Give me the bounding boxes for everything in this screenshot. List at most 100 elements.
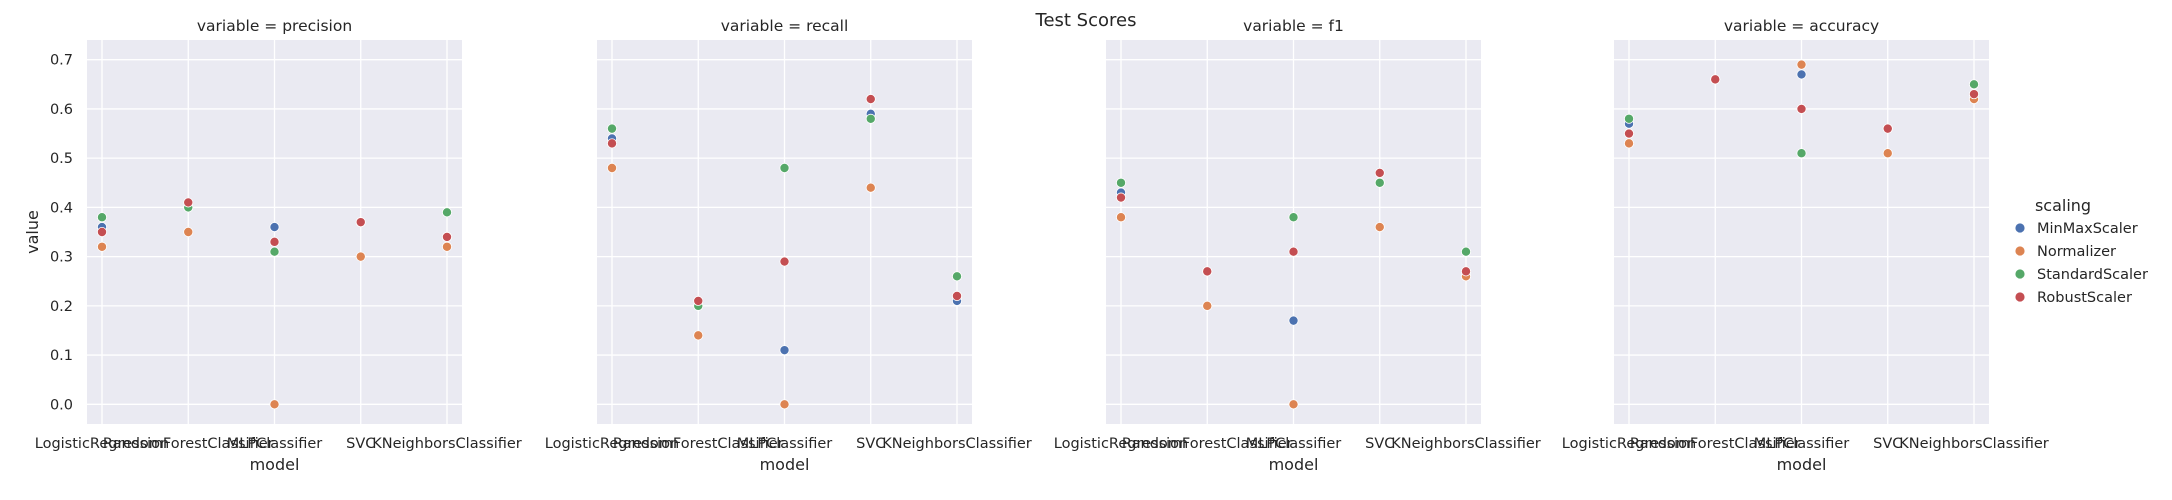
data-point	[97, 241, 108, 252]
y-tick-label: 0.0	[50, 397, 73, 413]
y-tick-label: 0.1	[50, 348, 73, 364]
y-tick-label: 0.3	[50, 250, 73, 266]
data-point	[269, 399, 280, 410]
x-tick-label: LogisticRegression	[1562, 436, 1696, 452]
data-point	[269, 236, 280, 247]
data-point	[1624, 128, 1635, 139]
data-point	[1882, 123, 1893, 134]
y-tick-label: 0.4	[50, 200, 73, 216]
facet-panel-1: 0.0 0.1 0.2 0.3 0.4 0.5 0.6 0.7 LogisticRegressi…	[35, 17, 522, 474]
y-axis-label: value	[23, 210, 42, 254]
figure-suptitle: Test Scores	[1035, 10, 1137, 31]
legend-marker	[2014, 245, 2026, 257]
x-tick-label: MLPClassifier	[1246, 436, 1342, 452]
panel-title: variable = f1	[1243, 17, 1344, 35]
data-point	[1796, 69, 1807, 80]
data-point	[779, 399, 790, 410]
data-point	[1882, 148, 1893, 159]
legend-label: StandardScaler	[2037, 267, 2148, 283]
x-tick-label: SVC	[856, 436, 885, 452]
data-point	[1202, 266, 1213, 277]
panels: 0.0 0.1 0.2 0.3 0.4 0.5 0.6 0.7 LogisticRegressi…	[23, 17, 2049, 474]
data-point	[1288, 212, 1299, 223]
data-point	[607, 123, 618, 134]
data-point	[1116, 192, 1127, 203]
x-tick-label: MLPClassifier	[227, 436, 323, 452]
legend-item: MinMaxScaler	[2014, 221, 2138, 237]
y-tick-label: 0.5	[50, 151, 73, 167]
data-point	[1624, 113, 1635, 124]
data-point	[97, 226, 108, 237]
x-axis-label: model	[250, 455, 300, 474]
legend-marker	[2014, 291, 2026, 303]
data-point	[865, 182, 876, 193]
x-tick-label: LogisticRegression	[1054, 436, 1188, 452]
x-axis-label: model	[1269, 455, 1319, 474]
legend-item: RobustScaler	[2014, 290, 2132, 306]
data-point	[1202, 300, 1213, 311]
legend-item: Normalizer	[2014, 244, 2116, 260]
data-point	[441, 231, 452, 242]
y-tick-label: 0.6	[50, 102, 73, 118]
data-point	[607, 162, 618, 173]
data-point	[1461, 266, 1472, 277]
facet-panel-4: LogisticRegressionRandomForestClassifier…	[1562, 17, 2049, 474]
data-point	[269, 222, 280, 233]
data-point	[269, 246, 280, 257]
x-tick-label: KNeighborsClassifier	[372, 436, 522, 452]
data-point	[779, 162, 790, 173]
data-point	[865, 113, 876, 124]
x-tick-label: LogisticRegression	[545, 436, 679, 452]
data-point	[1374, 222, 1385, 233]
data-point	[1374, 167, 1385, 178]
data-point	[1374, 177, 1385, 188]
x-tick-label: RandomForestClassifier	[103, 436, 274, 452]
data-point	[441, 241, 452, 252]
x-tick-label: RandomForestClassifier	[1122, 436, 1293, 452]
x-tick-label: SVC	[1873, 436, 1902, 452]
data-point	[1288, 246, 1299, 257]
data-point	[607, 138, 618, 149]
data-point	[952, 271, 963, 282]
data-point	[1288, 315, 1299, 326]
y-tick-label: 0.7	[50, 53, 73, 69]
legend-label: MinMaxScaler	[2037, 221, 2138, 237]
panel-title: variable = recall	[721, 17, 849, 35]
legend-title: scaling	[2035, 196, 2091, 215]
data-point	[1461, 246, 1472, 257]
x-tick-label: KNeighborsClassifier	[1391, 436, 1541, 452]
data-point	[1116, 177, 1127, 188]
data-point	[441, 207, 452, 218]
x-tick-label: LogisticRegression	[35, 436, 169, 452]
data-point	[1796, 103, 1807, 114]
legend: scaling MinMaxScaler Normalizer StandardSca…	[2014, 196, 2148, 306]
data-point	[1710, 74, 1721, 85]
data-point	[693, 295, 704, 306]
x-tick-label: MLPClassifier	[737, 436, 833, 452]
x-tick-label: RandomForestClassifier	[1630, 436, 1801, 452]
data-point	[1796, 59, 1807, 70]
data-point	[97, 212, 108, 223]
x-tick-label: RandomForestClassifier	[613, 436, 784, 452]
data-point	[1288, 399, 1299, 410]
data-point	[183, 197, 194, 208]
data-point	[183, 226, 194, 237]
data-point	[1969, 89, 1980, 100]
data-point	[779, 256, 790, 267]
legend-marker	[2014, 222, 2026, 234]
legend-item: StandardScaler	[2014, 267, 2148, 283]
panel-title: variable = accuracy	[1724, 17, 1879, 35]
data-point	[1116, 212, 1127, 223]
x-tick-label: SVC	[346, 436, 375, 452]
legend-label: Normalizer	[2037, 244, 2116, 260]
data-point	[865, 94, 876, 105]
x-tick-label: SVC	[1365, 436, 1394, 452]
y-tick-label: 0.2	[50, 299, 73, 315]
x-tick-label: KNeighborsClassifier	[882, 436, 1032, 452]
data-point	[1624, 138, 1635, 149]
legend-marker	[2014, 268, 2026, 280]
data-point	[693, 330, 704, 341]
data-point	[952, 290, 963, 301]
data-point	[779, 345, 790, 356]
